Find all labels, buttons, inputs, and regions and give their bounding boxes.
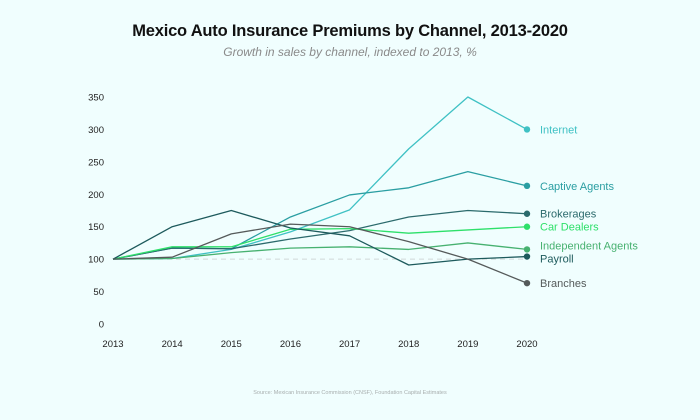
series-line-payroll [112,209,528,266]
series-endpoint-car-dealers [523,223,531,230]
y-tick-label: 300 [88,125,104,136]
series-endpoint-independent-agents [523,246,531,253]
series-label-captive-agents: Captive Agents [540,181,614,193]
series-line-car-dealers [112,226,528,260]
y-tick-label: 0 [99,320,104,331]
series-label-internet: Internet [540,124,577,136]
x-tick-label: 2017 [339,339,360,350]
series-label-brokerages: Brokerages [540,209,597,221]
series-endpoint-captive-agents [523,182,531,190]
series-lines [112,96,531,287]
x-tick-label: 2016 [280,339,301,350]
y-tick-label: 200 [88,190,104,201]
x-tick-label: 2019 [457,339,478,350]
y-tick-label: 350 [88,93,104,104]
x-tick-label: 2013 [102,339,123,350]
series-endpoint-internet [523,126,531,133]
y-tick-label: 250 [88,157,104,168]
x-tick-label: 2018 [398,339,419,350]
x-axis: 2013 2014 2015 2016 2017 2018 2019 2020 [102,339,537,350]
x-tick-label: 2014 [162,339,183,350]
y-tick-label: 50 [93,287,104,298]
chart-title: Mexico Auto Insurance Premiums by Channe… [132,22,568,40]
series-label-payroll: Payroll [540,254,574,266]
series-endpoint-branches [523,279,531,287]
series-label-car-dealers: Car Dealers [540,222,599,234]
series-line-brokerages [112,209,528,260]
chart-source: Source: Mexican Insurance Commission (CN… [253,390,447,396]
x-tick-label: 2015 [221,339,242,350]
series-endpoint-brokerages [523,210,531,217]
series-line-independent-agents [112,242,528,260]
series-endpoint-payroll [523,253,531,260]
series-label-independent-agents: Independent Agents [540,240,638,252]
series-line-captive-agents [112,170,528,260]
series-line-branches [112,223,528,284]
x-tick-label: 2020 [516,339,537,350]
y-tick-label: 100 [88,255,104,266]
y-tick-label: 150 [88,222,104,233]
y-axis: 0 50 100 150 200 250 300 350 [88,93,104,331]
series-label-branches: Branches [540,278,587,290]
chart-subtitle: Growth in sales by channel, indexed to 2… [223,45,477,59]
